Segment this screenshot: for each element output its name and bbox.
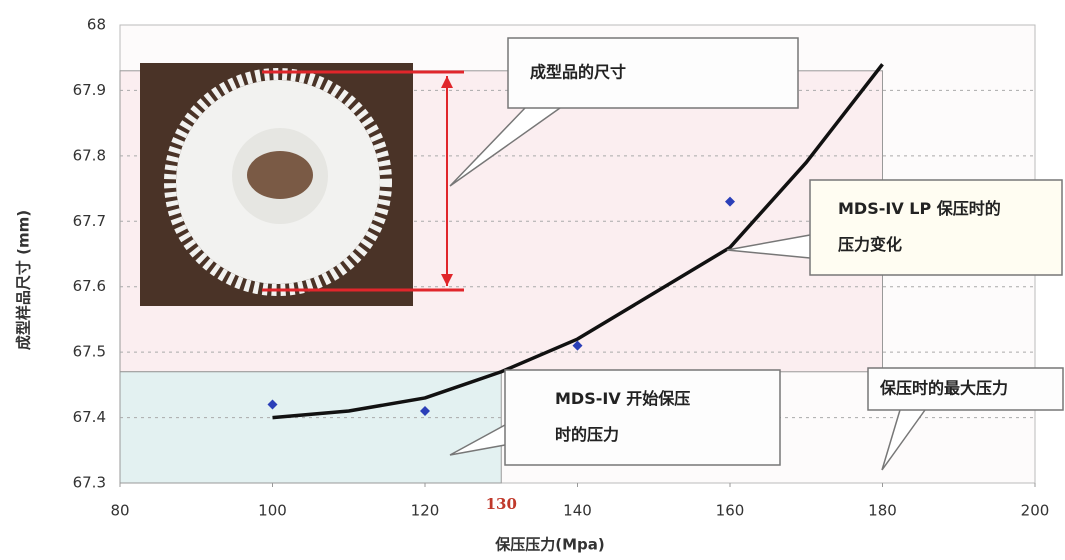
gear-teeth <box>164 68 392 296</box>
y-tick-label: 67.7 <box>73 212 106 230</box>
x-tick-label: 200 <box>1021 502 1050 520</box>
callout-text: MDS-IV LP 保压时的 <box>838 199 1001 218</box>
data-point <box>572 340 583 351</box>
callout-tail <box>449 107 561 187</box>
callout-text: MDS-IV 开始保压 <box>555 389 690 408</box>
callout-box <box>507 37 799 109</box>
x-tick-label: 80 <box>110 502 129 520</box>
callout-text: 压力变化 <box>838 235 902 254</box>
callout-box <box>809 179 1063 276</box>
x-tick-label: 180 <box>868 502 897 520</box>
y-tick-label: 67.3 <box>73 474 106 492</box>
region <box>119 371 502 484</box>
y-tick-label: 67.8 <box>73 146 106 164</box>
callout-tail <box>881 409 926 471</box>
data-point <box>725 196 735 207</box>
data-point <box>267 399 278 410</box>
gear-photo <box>140 63 464 306</box>
callout-box <box>867 367 1064 411</box>
y-axis-label: 成型样品尺寸 (mm) <box>15 210 33 350</box>
callout-text: 成型品的尺寸 <box>530 63 626 82</box>
x-tick-label: 140 <box>563 502 592 520</box>
x-tick-label: 120 <box>411 502 440 520</box>
callout-tail <box>449 424 506 456</box>
x-tick-label: 160 <box>716 502 745 520</box>
callout-text: 保压时的最大压力 <box>879 379 1008 398</box>
highlight-tick-label: 130 <box>486 495 517 513</box>
trend-curve <box>272 63 884 420</box>
y-tick-label: 67.9 <box>73 81 106 99</box>
callout-box <box>504 369 781 466</box>
y-tick-label: 67.5 <box>73 343 106 361</box>
callout-tail <box>726 234 811 259</box>
data-point <box>420 406 430 417</box>
x-axis-label: 保压压力(Mpa) <box>494 536 605 554</box>
x-tick-label: 100 <box>258 502 287 520</box>
callout-text: 时的压力 <box>555 425 619 444</box>
y-tick-label: 68 <box>87 16 106 34</box>
gear-hole <box>247 151 313 199</box>
y-tick-label: 67.4 <box>73 408 106 426</box>
y-tick-label: 67.6 <box>73 277 106 295</box>
